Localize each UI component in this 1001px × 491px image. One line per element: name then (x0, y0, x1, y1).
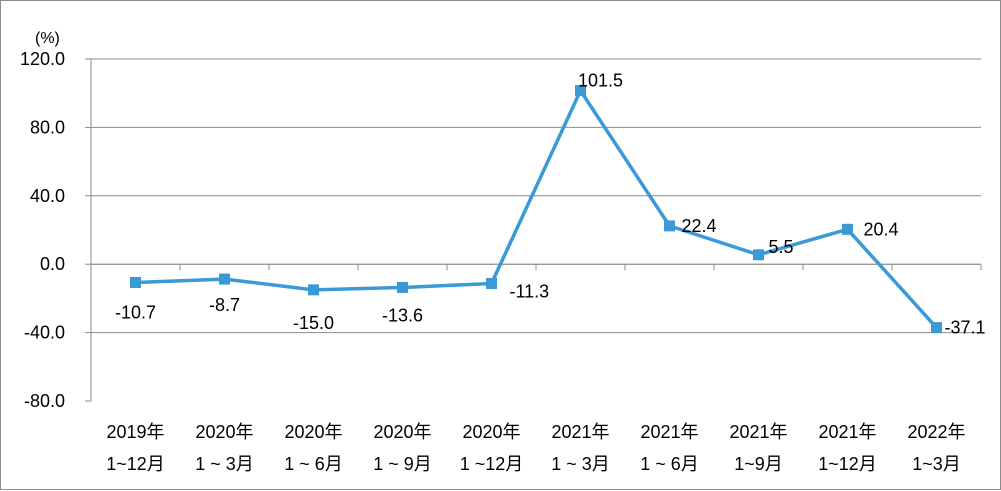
x-tick-label-year: 2020年 (195, 422, 253, 442)
y-tick-label: 40.0 (30, 186, 65, 206)
x-tick-label-period: 1~12月 (106, 454, 165, 474)
x-tick-label-period: 1~9月 (734, 454, 783, 474)
data-point (664, 220, 675, 232)
data-point (130, 276, 141, 288)
y-tick-label: 80.0 (30, 117, 65, 137)
y-tick-label: -80.0 (24, 391, 65, 411)
data-label: -37.1 (945, 318, 986, 338)
data-point (308, 284, 319, 296)
x-tick-label-period: 1 ~ 9月 (373, 454, 432, 474)
x-tick-label-period: 1 ~ 6月 (284, 454, 343, 474)
x-tick-label-year: 2022年 (907, 422, 965, 442)
y-tick-label: 0.0 (40, 254, 65, 274)
x-tick-label-period: 1 ~12月 (460, 454, 524, 474)
data-label: -10.7 (115, 302, 156, 322)
data-label: 20.4 (864, 219, 899, 239)
data-label: -13.6 (382, 305, 423, 325)
x-tick-label-period: 1 ~ 3月 (551, 454, 610, 474)
x-tick-label-period: 1 ~ 3月 (195, 454, 254, 474)
x-tick-label-year: 2020年 (373, 422, 431, 442)
data-point (842, 223, 853, 235)
data-label: -8.7 (209, 295, 240, 315)
x-tick-label-period: 1 ~ 6月 (640, 454, 699, 474)
data-label: -11.3 (510, 282, 550, 302)
x-tick-label-year: 2021年 (818, 422, 876, 442)
data-label: -15.0 (293, 313, 334, 333)
x-tick-label-year: 2021年 (551, 422, 609, 442)
x-tick-label-year: 2019年 (106, 422, 164, 442)
data-point (575, 85, 586, 97)
y-tick-label: -40.0 (24, 323, 65, 343)
x-tick-label-year: 2021年 (729, 422, 787, 442)
data-label: 5.5 (769, 237, 794, 257)
y-tick-label: 120.0 (20, 49, 65, 69)
unit-label: (%) (35, 30, 60, 47)
data-label: 101.5 (578, 71, 623, 91)
data-point (931, 322, 942, 334)
data-point (397, 281, 408, 293)
data-point (219, 273, 230, 285)
data-label: 22.4 (682, 216, 717, 236)
x-tick-label-year: 2021年 (640, 422, 698, 442)
x-tick-label-period: 1~3月 (912, 454, 961, 474)
data-point (486, 278, 497, 290)
x-tick-label-year: 2020年 (462, 422, 520, 442)
x-tick-label-period: 1~12月 (818, 454, 877, 474)
x-tick-label-year: 2020年 (284, 422, 342, 442)
series-line (135, 88, 938, 329)
data-point (753, 249, 764, 261)
